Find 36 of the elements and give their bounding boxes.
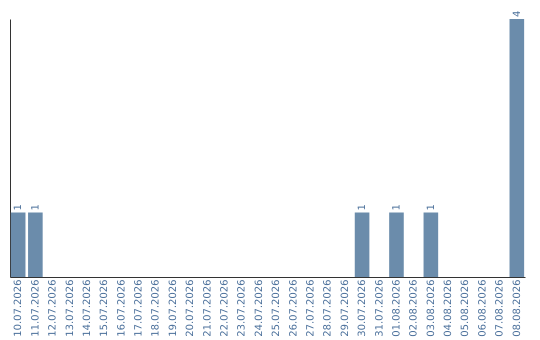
x-tick-label: 06.08.2026 <box>477 280 488 337</box>
data-label: 1 <box>391 204 402 210</box>
x-tick-label: 08.08.2026 <box>512 280 523 337</box>
x-tick-label: 27.07.2026 <box>305 280 316 337</box>
x-tick-label: 01.08.2026 <box>391 280 402 337</box>
x-tick-label: 10.07.2026 <box>13 280 24 337</box>
x-tick-label: 22.07.2026 <box>220 280 231 337</box>
x-tick-label: 14.07.2026 <box>82 280 93 337</box>
x-tick-label: 17.07.2026 <box>134 280 145 337</box>
x-tick-label: 18.07.2026 <box>150 280 162 337</box>
x-tick-label: 26.07.2026 <box>288 280 300 337</box>
x-tick-label: 28.07.2026 <box>322 280 334 337</box>
x-tick-label: 05.08.2026 <box>460 280 472 337</box>
x-tick-label: 31.07.2026 <box>374 280 386 337</box>
data-label: 4 <box>512 10 523 17</box>
x-tick-label: 13.07.2026 <box>64 280 76 337</box>
data-label: 1 <box>30 204 42 210</box>
x-tick-label: 21.07.2026 <box>202 280 214 337</box>
x-tick-label: 04.08.2026 <box>443 280 454 337</box>
x-tick-label: 15.07.2026 <box>99 280 110 337</box>
x-tick-label: 07.08.2026 <box>494 280 506 337</box>
x-tick-label: 02.08.2026 <box>408 280 420 337</box>
x-tick-label: 24.07.2026 <box>254 280 265 337</box>
x-tick-label: 11.07.2026 <box>30 280 42 337</box>
data-label: 1 <box>426 204 437 210</box>
data-label: 1 <box>13 204 24 210</box>
data-label: 1 <box>357 204 368 210</box>
x-tick-label: 12.07.2026 <box>48 280 59 337</box>
x-tick-label: 03.08.2026 <box>426 280 437 337</box>
x-tick-label: 16.07.2026 <box>116 280 128 337</box>
x-tick-label: 23.07.2026 <box>236 280 248 337</box>
x-tick-label: 25.07.2026 <box>271 280 282 337</box>
x-tick-label: 20.07.2026 <box>185 280 196 337</box>
x-tick-label: 30.07.2026 <box>357 280 368 337</box>
x-tick-label: 29.07.2026 <box>340 280 351 337</box>
x-tick-label: 19.07.2026 <box>168 280 179 337</box>
